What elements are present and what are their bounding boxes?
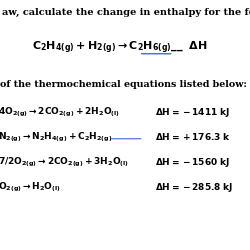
Text: $\mathbf{O_{2(g)} \rightarrow H_2O_{(l)}}$: $\mathbf{O_{2(g)} \rightarrow H_2O_{(l)}… — [0, 181, 60, 194]
Text: $\mathbf{\Delta H = -1411\ kJ}$: $\mathbf{\Delta H = -1411\ kJ}$ — [155, 106, 230, 119]
Text: of the thermochemical equations listed below:: of the thermochemical equations listed b… — [0, 80, 247, 89]
Text: $\mathbf{4O_{2(g)} \rightarrow 2CO_{2(g)} + 2H_2O_{(l)}}$: $\mathbf{4O_{2(g)} \rightarrow 2CO_{2(g)… — [0, 106, 120, 119]
Text: $\mathbf{\Delta H = +176.3\ k}$: $\mathbf{\Delta H = +176.3\ k}$ — [155, 131, 231, 142]
Text: $\mathbf{C_2H_{4(g)} + H_{2(g)} \rightarrow C_2H_{6(g)}}$$\mathbf{\_\_}$  $\math: $\mathbf{C_2H_{4(g)} + H_{2(g)} \rightar… — [32, 40, 208, 56]
Text: aw, calculate the change in enthalpy for the foll: aw, calculate the change in enthalpy for… — [2, 8, 250, 16]
Text: $\mathbf{N_{2(g)} \rightarrow N_2H_{4(g)} + C_2H_{2(g)}}$: $\mathbf{N_{2(g)} \rightarrow N_2H_{4(g)… — [0, 131, 112, 144]
Text: $\mathbf{7/2O_{2(g)} \rightarrow 2CO_{2(g)} + 3H_2O_{(l)}}$: $\mathbf{7/2O_{2(g)} \rightarrow 2CO_{2(… — [0, 156, 129, 169]
Text: $\mathbf{\Delta H = -1560\ kJ}$: $\mathbf{\Delta H = -1560\ kJ}$ — [155, 156, 230, 169]
Text: $\mathbf{\Delta H = -285.8\ kJ}$: $\mathbf{\Delta H = -285.8\ kJ}$ — [155, 181, 233, 194]
